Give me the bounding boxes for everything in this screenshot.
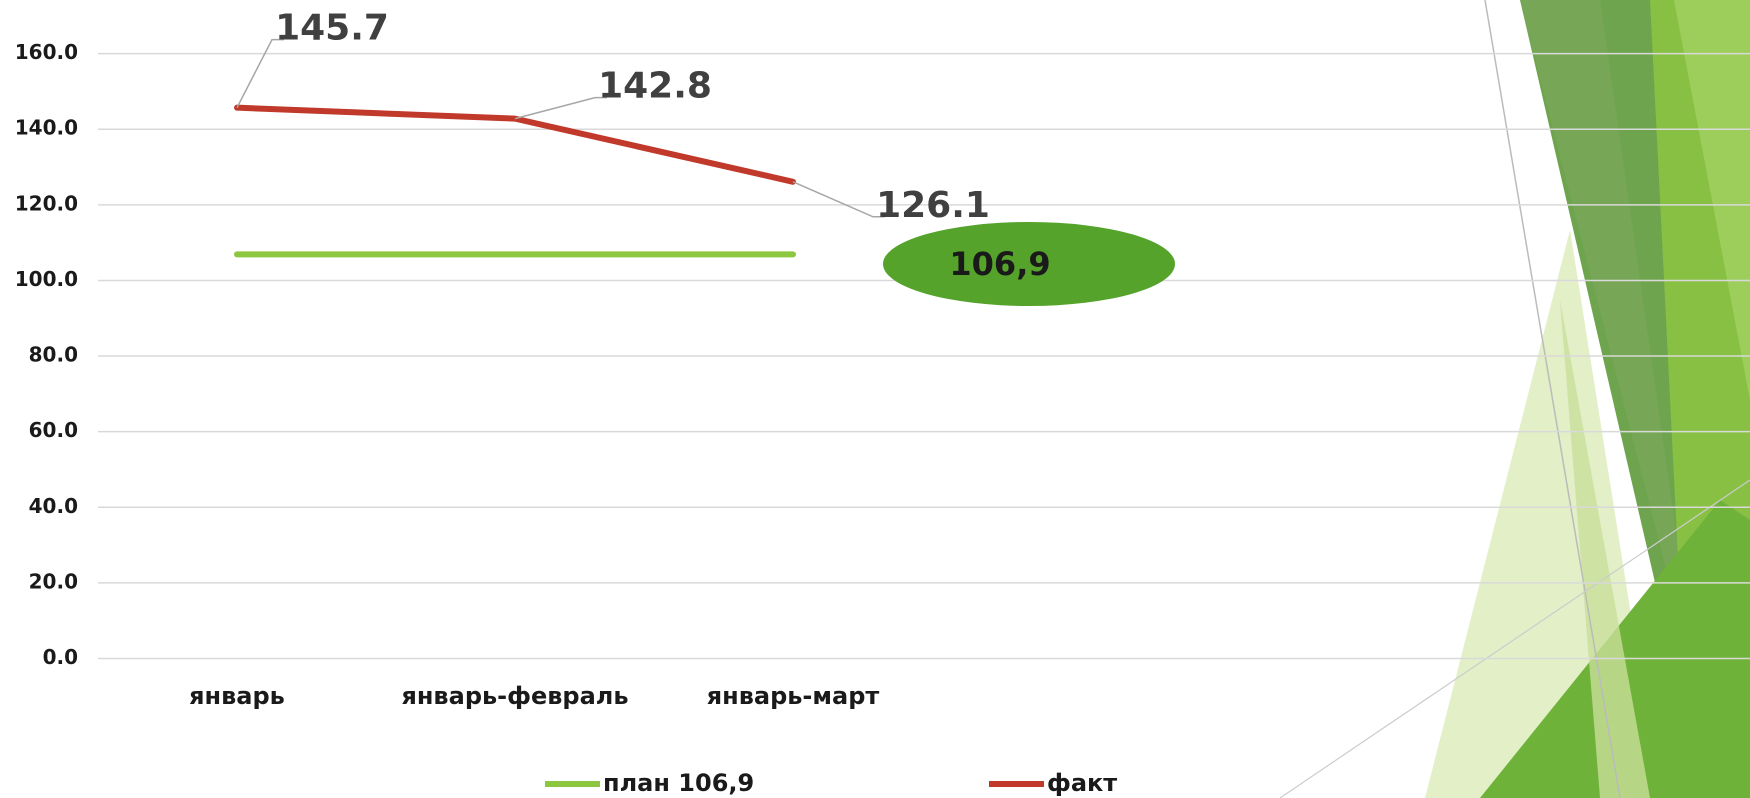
- y-tick-label: 20.0: [29, 569, 78, 593]
- annotation-ellipse: [883, 222, 1175, 306]
- leader-line: [236, 38, 284, 109]
- y-tick-label: 120.0: [15, 191, 78, 215]
- leader-line: [514, 96, 607, 120]
- y-tick-label: 140.0: [15, 116, 78, 140]
- y-tick-label: 100.0: [15, 267, 78, 291]
- y-tick-label: 0.0: [43, 645, 78, 669]
- x-tick-label: январь-февраль: [401, 682, 628, 710]
- y-tick-label: 160.0: [15, 40, 78, 64]
- leader-line: [792, 181, 885, 218]
- data-label: 126.1: [876, 185, 990, 226]
- y-tick-label: 80.0: [29, 343, 78, 367]
- decoration: [1279, 0, 1750, 798]
- series-line: [234, 104, 796, 185]
- data-label: 142.8: [598, 66, 712, 107]
- x-tick-label: январь-март: [707, 682, 880, 710]
- x-tick-label: январь: [189, 682, 285, 710]
- deco-triangle: [1520, 0, 1700, 700]
- legend-label: план 106,9: [603, 769, 754, 797]
- data-label: 145.7: [275, 8, 389, 49]
- annotation: 106,9: [949, 245, 1050, 283]
- deco-triangle: [1560, 300, 1650, 798]
- y-tick-label: 40.0: [29, 494, 78, 518]
- deco-line: [1484, 0, 1621, 798]
- deco-line: [1279, 479, 1750, 798]
- y-tick-label: 60.0: [29, 418, 78, 442]
- legend-label: факт: [1047, 769, 1117, 797]
